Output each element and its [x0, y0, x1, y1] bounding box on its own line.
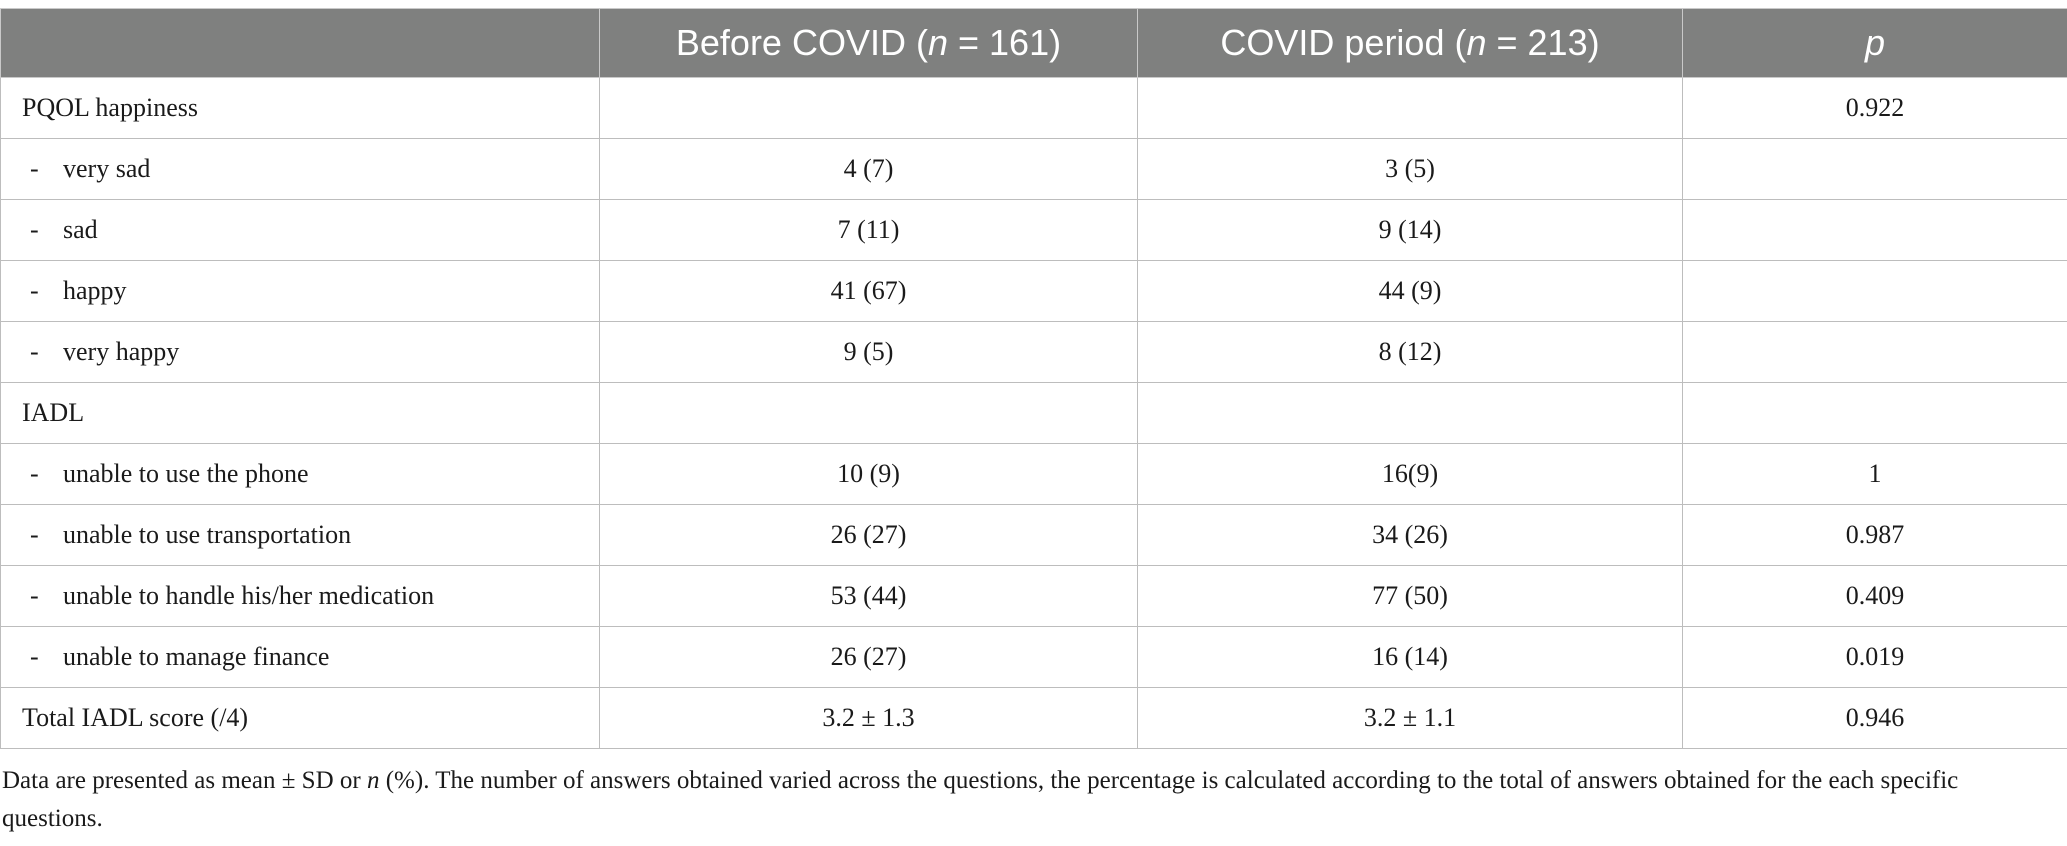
cell-before-covid: 53 (44) — [599, 565, 1138, 627]
list-dash: - — [30, 642, 39, 671]
cell-p-value — [1682, 382, 2067, 444]
cell-p-value — [1682, 321, 2067, 383]
row-label-text: happy — [63, 276, 127, 305]
row-label-text: IADL — [22, 398, 85, 427]
header-before-covid: Before COVID (n = 161) — [599, 8, 1138, 78]
table-row: - sad 7 (11) 9 (14) — [0, 199, 2067, 261]
cell-before-covid: 7 (11) — [599, 199, 1138, 261]
cell-before-covid: 4 (7) — [599, 138, 1138, 200]
table-row: - happy 41 (67) 44 (9) — [0, 260, 2067, 322]
row-label-text: very happy — [63, 337, 180, 366]
header-empty — [0, 8, 600, 78]
list-dash: - — [30, 276, 39, 305]
header-covid-period: COVID period (n = 213) — [1137, 8, 1683, 78]
cell-before-covid: 3.2 ± 1.3 — [599, 687, 1138, 749]
row-label-text: unable to use the phone — [63, 459, 309, 488]
cell-before-covid: 26 (27) — [599, 504, 1138, 566]
cell-p-value — [1682, 260, 2067, 322]
row-label-text: PQOL happiness — [22, 93, 198, 122]
list-dash: - — [30, 154, 39, 183]
cell-p-value: 1 — [1682, 443, 2067, 505]
row-sublabel: - unable to use the phone — [0, 443, 600, 505]
row-label: Total IADL score (/4) — [0, 687, 600, 749]
cell-p-value: 0.019 — [1682, 626, 2067, 688]
row-label: PQOL happiness — [0, 77, 600, 139]
table-row: - very sad 4 (7) 3 (5) — [0, 138, 2067, 200]
cell-before-covid: 10 (9) — [599, 443, 1138, 505]
cell-covid-period: 3.2 ± 1.1 — [1137, 687, 1683, 749]
row-sublabel: - very sad — [0, 138, 600, 200]
cell-covid-period: 77 (50) — [1137, 565, 1683, 627]
cell-p-value: 0.946 — [1682, 687, 2067, 749]
list-dash: - — [30, 581, 39, 610]
cell-before-covid: 9 (5) — [599, 321, 1138, 383]
cell-covid-period: 34 (26) — [1137, 504, 1683, 566]
table-row: - unable to handle his/her medication 53 (… — [0, 565, 2067, 627]
table-footnote: Data are presented as mean ± SD or n (%)… — [2, 767, 1959, 832]
row-label-text: very sad — [63, 154, 151, 183]
table-row: PQOL happiness 0.922 — [0, 77, 2067, 139]
row-sublabel: - unable to handle his/her medication — [0, 565, 600, 627]
list-dash: - — [30, 459, 39, 488]
row-label-text: unable to use transportation — [63, 520, 352, 549]
header-row: Before COVID (n = 161) COVID period (n =… — [0, 8, 2067, 78]
row-label-text: unable to manage finance — [63, 642, 330, 671]
row-label: IADL — [0, 382, 600, 444]
table-row: IADL — [0, 382, 2067, 444]
row-sublabel: - sad — [0, 199, 600, 261]
table-row: - unable to use the phone 10 (9) 16(9) 1 — [0, 443, 2067, 505]
row-label-text: unable to handle his/her medication — [63, 581, 435, 610]
cell-before-covid: 41 (67) — [599, 260, 1138, 322]
row-label-text: sad — [63, 215, 98, 244]
cell-covid-period: 9 (14) — [1137, 199, 1683, 261]
cell-p-value: 0.409 — [1682, 565, 2067, 627]
cell-p-value: 0.987 — [1682, 504, 2067, 566]
cell-covid-period: 16 (14) — [1137, 626, 1683, 688]
row-sublabel: - happy — [0, 260, 600, 322]
row-sublabel: - unable to manage finance — [0, 626, 600, 688]
table-row: - very happy 9 (5) 8 (12) — [0, 321, 2067, 383]
cell-p-value — [1682, 199, 2067, 261]
row-sublabel: - very happy — [0, 321, 600, 383]
cell-covid-period — [1137, 382, 1683, 444]
cell-covid-period: 8 (12) — [1137, 321, 1683, 383]
cell-before-covid: 26 (27) — [599, 626, 1138, 688]
list-dash: - — [30, 215, 39, 244]
table-row: - unable to manage finance 26 (27) 16 (14) 0… — [0, 626, 2067, 688]
cell-covid-period: 16(9) — [1137, 443, 1683, 505]
list-dash: - — [30, 520, 39, 549]
cell-p-value: 0.922 — [1682, 77, 2067, 139]
results-table: Before COVID (n = 161) COVID period (n =… — [0, 8, 2067, 749]
table-row: - unable to use transportation 26 (27) 34 (… — [0, 504, 2067, 566]
cell-covid-period: 44 (9) — [1137, 260, 1683, 322]
row-sublabel: - unable to use transportation — [0, 504, 600, 566]
cell-covid-period: 3 (5) — [1137, 138, 1683, 200]
list-dash: - — [30, 337, 39, 366]
row-label-text: Total IADL score (/4) — [22, 703, 249, 732]
cell-covid-period — [1137, 77, 1683, 139]
cell-before-covid — [599, 77, 1138, 139]
header-p-value: p — [1682, 8, 2067, 78]
cell-before-covid — [599, 382, 1138, 444]
cell-p-value — [1682, 138, 2067, 200]
table-row: Total IADL score (/4) 3.2 ± 1.3 3.2 ± 1.1 0… — [0, 687, 2067, 749]
